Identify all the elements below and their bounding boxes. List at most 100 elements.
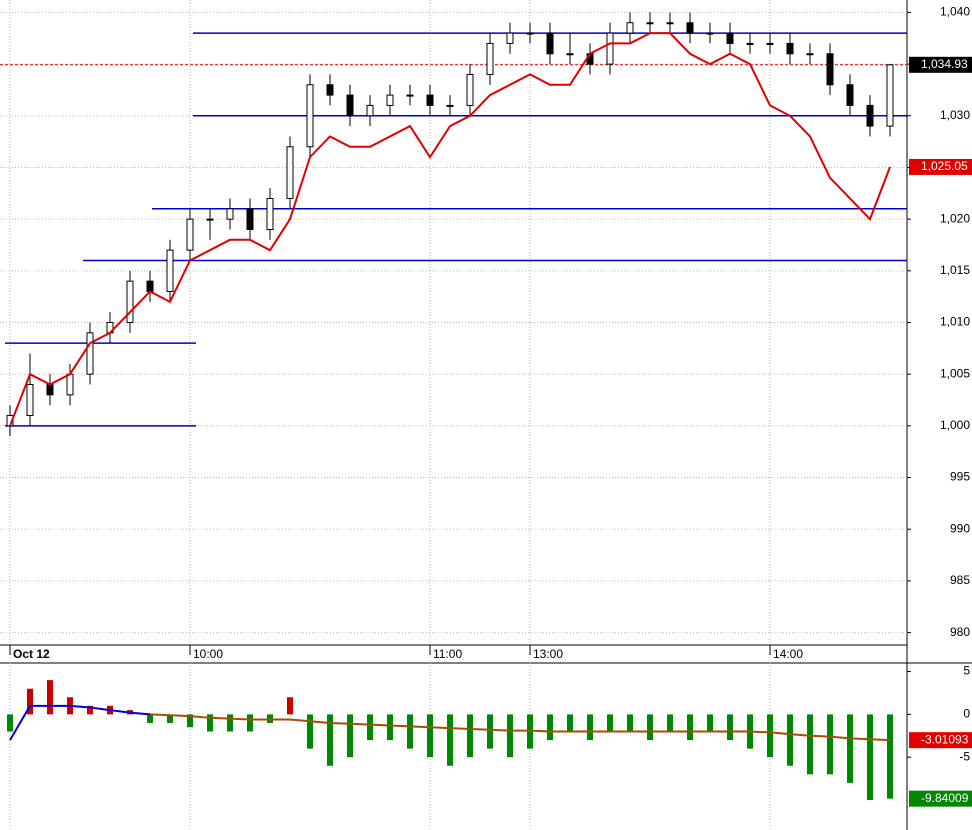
candle-body — [666, 22, 674, 25]
y-tick-label: 1,030 — [940, 108, 970, 122]
candle-body — [686, 22, 694, 34]
histogram-bar — [827, 714, 833, 775]
histogram-bar — [607, 714, 613, 732]
candle-body — [646, 22, 654, 25]
candle-body — [606, 32, 614, 65]
histogram-bar — [487, 714, 493, 749]
value-tag — [909, 732, 972, 749]
candle-body — [726, 32, 734, 44]
y-tick-label: 1,015 — [940, 263, 970, 277]
histogram-bar — [387, 714, 393, 741]
histogram-bar — [427, 714, 433, 758]
y-tick-label: 1,005 — [940, 366, 970, 380]
candle-body — [786, 42, 794, 55]
candle-body — [846, 84, 854, 106]
candle-body — [286, 146, 294, 199]
histogram-bar — [727, 714, 733, 741]
indicator-line — [149, 713, 891, 742]
histogram-bar — [707, 714, 713, 732]
candle-body — [246, 208, 254, 230]
histogram-bar — [287, 697, 293, 715]
candle-body — [126, 280, 134, 323]
candle-body — [386, 94, 394, 106]
candle-body — [26, 384, 34, 417]
candle-body — [826, 53, 834, 86]
histogram-bar — [7, 714, 13, 732]
candle-body — [346, 94, 354, 117]
histogram-bar — [187, 714, 193, 728]
histogram-bar — [307, 714, 313, 749]
histogram-bar — [887, 714, 893, 799]
value-tag — [909, 56, 972, 73]
y-tick-label: 990 — [950, 521, 970, 535]
histogram-bar — [347, 714, 353, 758]
histogram-bar — [847, 714, 853, 783]
histogram-bar — [247, 714, 253, 732]
histogram-bar — [867, 714, 873, 801]
histogram-bar — [547, 714, 553, 741]
histogram-bar — [27, 688, 33, 715]
candle-body — [626, 22, 634, 34]
candle-body — [186, 218, 194, 251]
histogram-bar — [807, 714, 813, 775]
candle-body — [806, 53, 814, 56]
value-tag — [909, 158, 972, 175]
histogram-bar — [687, 714, 693, 741]
histogram-bar — [447, 714, 453, 766]
y-tick-label: 0 — [963, 707, 970, 721]
y-tick-label: 985 — [950, 573, 970, 587]
histogram-bar — [227, 714, 233, 732]
candle-body — [226, 208, 234, 220]
value-tag-label: 1,025.05 — [921, 159, 968, 173]
candle-body — [46, 384, 54, 396]
candle-body — [526, 32, 534, 35]
candle-body — [306, 84, 314, 148]
candle-body — [366, 104, 374, 117]
candle-body — [266, 197, 274, 230]
y-tick-label: 1,020 — [940, 211, 970, 225]
candle-body — [706, 32, 714, 35]
histogram-bar — [787, 714, 793, 766]
candle-body — [86, 332, 94, 375]
x-tick-label: 10:00 — [193, 647, 223, 661]
value-tag-label: 1,034.93 — [921, 57, 968, 71]
candle-body — [406, 94, 414, 97]
histogram-bar — [207, 714, 213, 732]
candle-body — [566, 53, 574, 56]
candle-body — [446, 104, 454, 107]
candle-body — [766, 42, 774, 45]
y-tick-label: 980 — [950, 625, 970, 639]
candle-body — [886, 64, 894, 127]
x-tick-label: 13:00 — [533, 647, 563, 661]
x-tick-label: 14:00 — [773, 647, 803, 661]
histogram-bar — [567, 714, 573, 732]
x-tick-label: Oct 12 — [13, 647, 50, 661]
candle-body — [326, 84, 334, 96]
candle-body — [866, 104, 874, 127]
candle-body — [66, 373, 74, 396]
y-tick-label: 5 — [963, 664, 970, 678]
candle-body — [546, 32, 554, 55]
histogram-bar — [507, 714, 513, 758]
value-tag-label: -9.84009 — [921, 791, 969, 805]
histogram-bar — [647, 714, 653, 741]
candle-body — [466, 73, 474, 106]
histogram-bar — [327, 714, 333, 766]
histogram-bar — [767, 714, 773, 758]
y-tick-label: 1,010 — [940, 315, 970, 329]
indicator-line — [9, 704, 151, 741]
histogram-bar — [407, 714, 413, 749]
value-tag-label: -3.01093 — [921, 732, 969, 746]
y-tick-label: 995 — [950, 470, 970, 484]
y-tick-label: 1,000 — [940, 418, 970, 432]
histogram-bar — [467, 714, 473, 758]
histogram-bar — [367, 714, 373, 741]
histogram-bar — [87, 705, 93, 715]
candle-body — [166, 249, 174, 292]
price-line — [9, 32, 891, 427]
x-tick-label: 11:00 — [433, 647, 462, 661]
candle-body — [146, 280, 154, 292]
candle-body — [206, 218, 214, 221]
histogram-bar — [147, 714, 153, 723]
